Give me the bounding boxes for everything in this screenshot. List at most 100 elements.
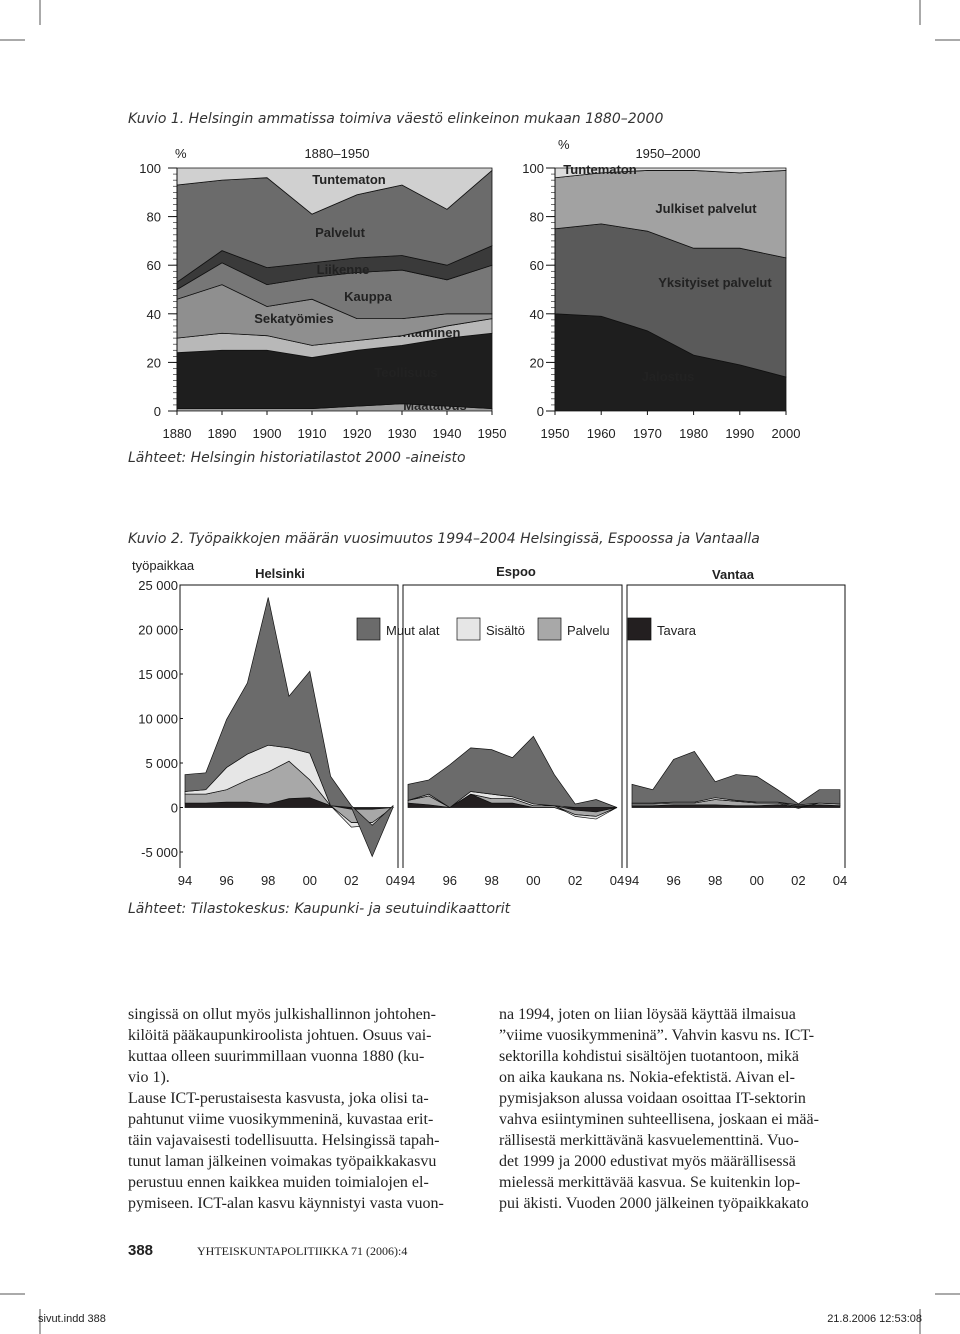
x-tick-label: 00: [750, 873, 764, 888]
panel-title: Espoo: [496, 564, 536, 579]
series-label: Julkiset palvelut: [655, 201, 757, 216]
body-line: na 1994, joten on liian löysää käyttää i…: [499, 1006, 796, 1023]
x-tick-label: 1950: [478, 426, 507, 441]
legend-swatch: [356, 617, 381, 641]
y-tick-label: 20: [147, 355, 161, 370]
y-axis-label: työpaikkaa: [132, 558, 195, 573]
panel-title: Vantaa: [712, 567, 755, 582]
series-label: Jalostus: [642, 369, 695, 384]
body-line: ”viime vuosikymmeninä”. Vahvin kasvu ns.…: [499, 1027, 814, 1044]
x-tick-label: 1930: [388, 426, 417, 441]
x-tick-label: 02: [344, 873, 358, 888]
y-unit: %: [175, 146, 187, 161]
x-tick-label: 2000: [772, 426, 801, 441]
legend-swatch: [627, 617, 652, 641]
y-tick-label: 60: [147, 258, 161, 273]
y-tick-label: 60: [530, 258, 544, 273]
body-line: pymiseen. ICT-alan kasvu käynnistyi vast…: [128, 1195, 444, 1212]
journal: YHTEISKUNTAPOLITIIKKA 71 (2006):4: [197, 1244, 407, 1258]
panel-title: Helsinki: [255, 566, 305, 581]
x-tick-label: 00: [526, 873, 540, 888]
y-tick-label: 5 000: [145, 756, 178, 771]
x-tick-label: 1890: [208, 426, 237, 441]
y-unit: %: [558, 137, 570, 152]
series-label: Sekatyömies: [254, 311, 334, 326]
x-tick-label: 98: [708, 873, 722, 888]
x-tick-label: 00: [303, 873, 317, 888]
x-tick-label: 1960: [587, 426, 616, 441]
area: [407, 735, 618, 808]
x-tick-label: 04: [610, 873, 624, 888]
x-tick-label: 04: [833, 873, 847, 888]
area: [631, 751, 841, 806]
y-tick-label: 40: [530, 307, 544, 322]
y-tick-label: 20 000: [138, 623, 178, 638]
x-tick-label: 96: [219, 873, 233, 888]
x-tick-label: 94: [401, 873, 415, 888]
body-line: pymisjakson alussa voidaan osoittaa IT-s…: [499, 1090, 806, 1107]
x-tick-label: 04: [386, 873, 400, 888]
legend-swatch: [456, 617, 481, 641]
body-line: vahva esiintyminen suhteellisena, joskaa…: [499, 1111, 819, 1128]
legend-label: Palvelu: [567, 623, 610, 638]
x-tick-label: 96: [443, 873, 457, 888]
area: [184, 597, 394, 858]
body-line: kuttaa olleen suurimmillaan vuonna 1880 …: [128, 1048, 424, 1065]
slug-date: 21.8.2006 12:53:08: [827, 1313, 922, 1325]
panel-frame: [402, 584, 623, 868]
panel-frame: [179, 584, 399, 868]
slug-file: sivut.indd 388: [38, 1313, 106, 1325]
page-number: 388: [128, 1242, 153, 1259]
period: 1950–2000: [635, 146, 700, 161]
figure-source: Lähteet: Helsingin historiatilastot 2000…: [128, 450, 466, 466]
body-line: Lause ICT-perustaisesta kasvusta, joka o…: [128, 1090, 429, 1107]
body-line: singissä on ollut myös julkishallinnon j…: [128, 1006, 436, 1023]
body-line: sektorilla kohdistui sisältöjen tuotanto…: [499, 1048, 799, 1065]
series-label: Teollisuus: [374, 365, 437, 380]
y-tick-label: 80: [147, 210, 161, 225]
series-label: Liikenne: [317, 262, 370, 277]
y-tick-label: 25 000: [138, 578, 178, 593]
x-tick-label: 96: [666, 873, 680, 888]
series-label: Kauppa: [344, 289, 392, 304]
y-tick-label: 100: [522, 161, 544, 176]
body-line: vio 1).: [128, 1069, 170, 1086]
y-tick-label: 0: [154, 404, 161, 419]
x-tick-label: 98: [484, 873, 498, 888]
area: [176, 167, 493, 215]
x-tick-label: 94: [625, 873, 639, 888]
x-tick-label: 98: [261, 873, 275, 888]
body-line: rällisestä merkittävänä kasvuelementtinä…: [499, 1132, 799, 1149]
figure-caption: Kuvio 2. Työpaikkojen määrän vuosimuutos…: [128, 531, 760, 547]
legend-label: Muut alat: [386, 623, 440, 638]
y-tick-label: 15 000: [138, 667, 178, 682]
figure-source: Lähteet: Tilastokeskus: Kaupunki- ja seu…: [128, 901, 511, 917]
panel-frame: [626, 584, 846, 868]
y-tick-label: 0: [537, 404, 544, 419]
x-tick-label: 1900: [253, 426, 282, 441]
x-tick-label: 1910: [298, 426, 327, 441]
x-tick-label: 1950: [541, 426, 570, 441]
x-tick-label: 1920: [343, 426, 372, 441]
body-line: pui äkisti. Vuoden 2000 jälkeinen työpai…: [499, 1195, 809, 1212]
body-line: pahtunut viime vuosikymmeninä, kuvastaa …: [128, 1111, 433, 1128]
series-label: Tuntematon: [563, 162, 636, 177]
x-tick-label: 1990: [725, 426, 754, 441]
y-tick-label: 0: [171, 801, 178, 816]
series-label: Palvelut: [315, 225, 366, 240]
figure-caption: Kuvio 1. Helsingin ammatissa toimiva väe…: [128, 111, 663, 127]
x-tick-label: 94: [178, 873, 192, 888]
x-tick-label: 02: [791, 873, 805, 888]
x-tick-label: 1880: [163, 426, 192, 441]
body-line: täin vajavaisesti todellisuutta. Helsing…: [128, 1132, 439, 1149]
x-tick-label: 1940: [433, 426, 462, 441]
body-line: mielessä merkittävää kasvua. Se kuitenki…: [499, 1174, 800, 1191]
legend-label: Tavara: [657, 623, 697, 638]
area: [554, 167, 787, 179]
y-tick-label: 100: [139, 161, 161, 176]
y-tick-label: 10 000: [138, 712, 178, 727]
series-label: Yksityiset palvelut: [658, 275, 772, 290]
y-tick-label: 20: [530, 355, 544, 370]
